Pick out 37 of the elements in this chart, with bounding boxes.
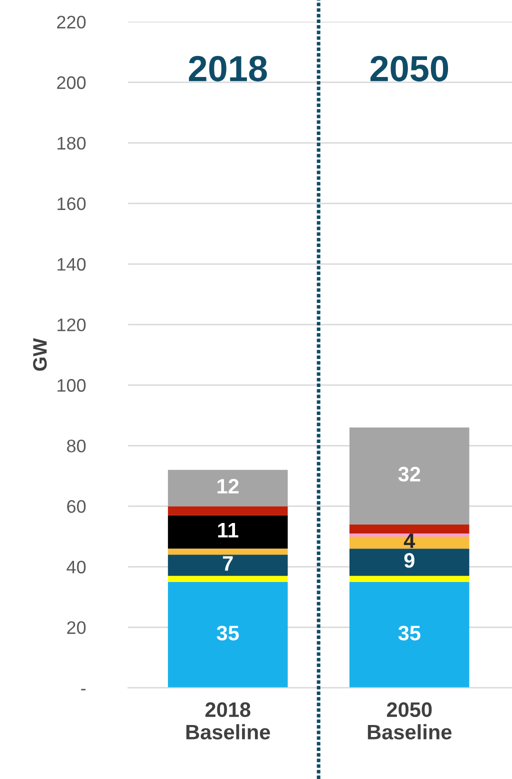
data-label: 11 — [218, 522, 238, 538]
bar — [168, 515, 288, 549]
y-tick-label: 200 — [57, 76, 86, 90]
bar — [349, 548, 470, 576]
y-tick-label: 40 — [66, 560, 86, 574]
data-label: 7 — [222, 556, 233, 571]
data-label: 35 — [216, 626, 239, 640]
y-tick-label: 20 — [67, 621, 86, 634]
x-tick-label: 2018 Baseline — [186, 702, 270, 740]
bar — [168, 582, 288, 688]
y-tick-label: 220 — [57, 16, 86, 29]
bar — [349, 582, 470, 688]
x-tick-label: 2050 Baseline — [368, 702, 452, 740]
y-tick-label: 100 — [58, 379, 86, 392]
annotation: 2050 — [370, 56, 448, 82]
bar — [349, 524, 470, 534]
annotation: 2018 — [188, 56, 267, 82]
bar — [168, 548, 288, 555]
y-tick-label: 160 — [58, 197, 86, 210]
y-tick-label: 180 — [58, 136, 86, 150]
data-label: 35 — [398, 626, 420, 640]
data-label: 12 — [218, 478, 239, 494]
bar — [168, 470, 288, 506]
bar — [349, 427, 470, 524]
data-label: 4 — [404, 534, 416, 548]
y-tick-label: 120 — [58, 318, 86, 332]
y-tick-label: - — [81, 688, 86, 690]
bar — [168, 506, 288, 516]
bar — [168, 576, 288, 582]
y-tick-label: 60 — [67, 500, 86, 513]
bar — [168, 554, 288, 576]
bar — [349, 576, 470, 582]
data-label: 32 — [398, 466, 420, 482]
y-axis-title: GW — [33, 338, 47, 371]
y-tick-label: 80 — [67, 440, 86, 452]
y-tick-label: 140 — [58, 258, 86, 271]
data-label: 9 — [404, 553, 414, 568]
